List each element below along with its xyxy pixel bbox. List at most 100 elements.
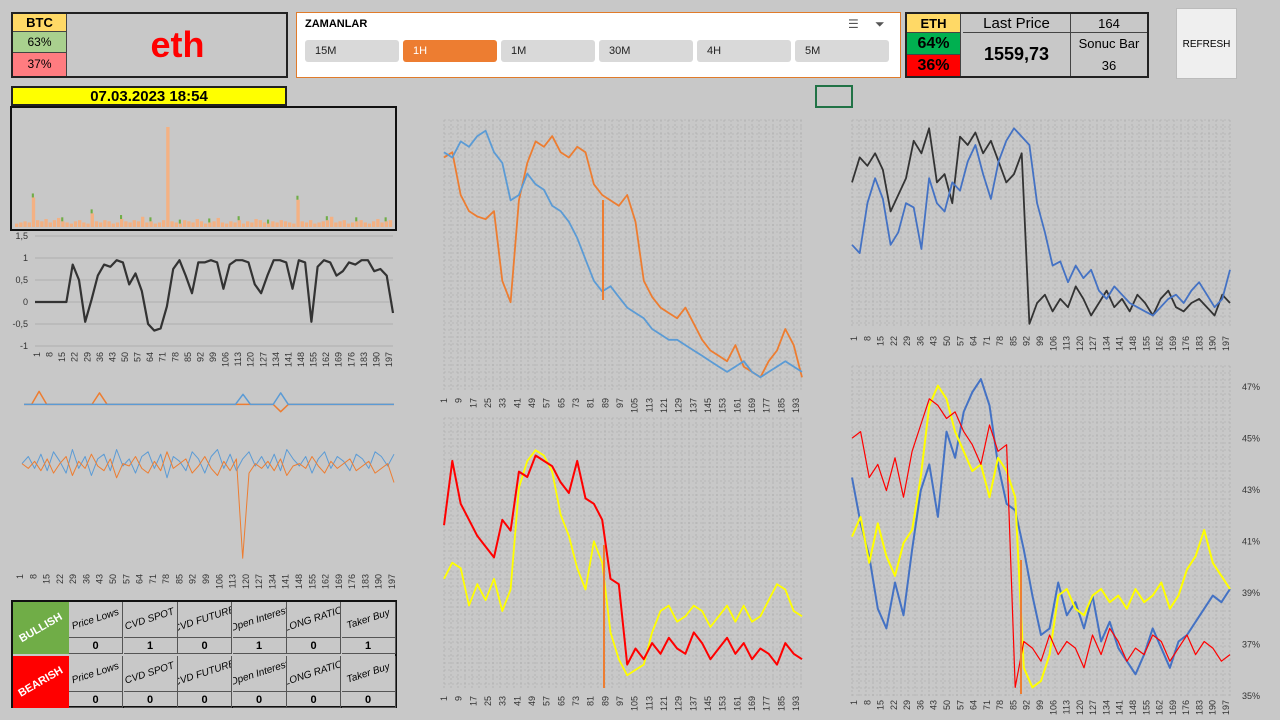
- right-top-x-tick-label: 162: [1155, 336, 1165, 351]
- volume-bar: [94, 221, 99, 227]
- right-top-x-tick-label: 176: [1181, 336, 1191, 351]
- oscillator-x-tick-label: 29: [82, 352, 92, 362]
- right-top-x-tick-label: 71: [982, 336, 992, 346]
- volume-bar: [120, 219, 124, 227]
- center-bottom-x-tick-label: 89: [600, 696, 610, 706]
- slicer-button-4h[interactable]: 4H: [697, 40, 791, 62]
- last-price-value: 1559,73: [963, 33, 1071, 76]
- signal-header-text: CVD SPOT: [123, 660, 177, 687]
- slicer-button-1h[interactable]: 1H: [403, 40, 497, 62]
- volume-bar: [342, 220, 346, 227]
- oscillator-x-tick-label: 78: [170, 352, 180, 362]
- center-top-x-tick-label: 113: [644, 398, 654, 412]
- right-top-x-tick-label: 183: [1194, 336, 1204, 351]
- cvd-x-tick-label: 106: [214, 574, 224, 589]
- clear-filter-icon[interactable]: ⏷: [875, 17, 885, 31]
- oscillator-x-tick-label: 106: [221, 352, 231, 367]
- oscillator-x-tick-label: 190: [371, 352, 381, 367]
- center-bottom-chart-bg: [444, 418, 802, 688]
- center-top-x-tick-label: 121: [659, 398, 669, 413]
- right-top-x-tick-label: 197: [1221, 336, 1231, 351]
- cvd-x-tick-label: 8: [28, 574, 38, 579]
- volume-bar: [90, 213, 94, 227]
- center-bottom-x-tick-label: 73: [571, 696, 581, 706]
- cvd-x-tick-label: 64: [135, 574, 145, 584]
- right-top-x-tick-label: 22: [889, 336, 899, 346]
- cvd-x-tick-label: 127: [254, 574, 264, 589]
- volume-bar: [300, 221, 304, 227]
- cvd-x-tick-label: 85: [174, 574, 184, 584]
- volume-bar: [111, 223, 115, 227]
- signal-header: Taker Buy: [341, 656, 396, 692]
- cvd-x-tick-label: 141: [281, 574, 291, 589]
- multi-select-icon[interactable]: ☰: [848, 17, 859, 31]
- volume-bar-accent: [149, 217, 152, 222]
- cvd-x-tick-label: 162: [321, 574, 331, 589]
- cvd-x-tick-label: 148: [294, 574, 304, 589]
- oscillator-x-tick-label: 197: [384, 352, 394, 367]
- right-bottom-x-tick-label: 36: [915, 700, 925, 710]
- btc-summary: BTC 63% 37% eth: [11, 12, 288, 78]
- volume-bar: [372, 221, 376, 227]
- center-bottom-x-tick-label: 25: [483, 696, 493, 706]
- cvd-x-tick-label: 113: [228, 574, 238, 588]
- volume-bar: [317, 222, 321, 227]
- center-top-chart-bg: [444, 120, 802, 390]
- volume-bar: [283, 221, 288, 227]
- right-bottom-x-tick-label: 1: [849, 700, 859, 705]
- center-bottom-x-tick-label: 161: [732, 696, 742, 711]
- signal-header: LONG RATIO: [287, 602, 341, 638]
- volume-bar: [27, 222, 31, 227]
- sonuc-bar-label: Sonuc Bar: [1078, 36, 1140, 51]
- volume-bar: [162, 220, 166, 227]
- oscillator-x-tick-label: 120: [246, 352, 256, 367]
- right-bottom-y-tick: 37%: [1242, 640, 1260, 650]
- volume-bar: [48, 222, 52, 227]
- cvd-x-tick-label: 92: [188, 574, 198, 584]
- right-top-x-tick-label: 141: [1115, 336, 1125, 351]
- right-bottom-x-tick-label: 99: [1035, 700, 1045, 710]
- bar-count: 164: [1071, 14, 1147, 33]
- volume-bar: [338, 221, 342, 227]
- oscillator-bg: [35, 236, 393, 348]
- volume-bar: [363, 222, 367, 227]
- center-top-x-tick-label: 57: [542, 398, 552, 408]
- oscillator-x-tick-label: 183: [359, 352, 369, 367]
- signal-header-text: Open Interest: [232, 658, 287, 689]
- signal-header-text: Price Lows: [70, 660, 121, 687]
- refresh-button[interactable]: REFRESH: [1176, 8, 1237, 79]
- volume-bar: [36, 220, 40, 227]
- right-bottom-x-tick-label: 85: [1008, 700, 1018, 710]
- volume-bar: [115, 222, 120, 227]
- volume-bar: [355, 221, 359, 227]
- volume-bar-accent: [296, 195, 299, 200]
- right-top-x-tick-label: 113: [1062, 336, 1072, 350]
- slicer-button-30m[interactable]: 30M: [599, 40, 693, 62]
- right-top-x-tick-label: 148: [1128, 336, 1138, 351]
- signal-header: CVD FUTURE: [178, 602, 232, 638]
- slicer-button-1m[interactable]: 1M: [501, 40, 595, 62]
- oscillator-x-tick-label: 155: [309, 352, 319, 367]
- slicer-button-15m[interactable]: 15M: [305, 40, 399, 62]
- right-top-blue-line: [851, 127, 1231, 317]
- right-top-x-tick-label: 190: [1208, 336, 1218, 351]
- center-bottom-x-tick-label: 65: [556, 696, 566, 706]
- volume-bar: [166, 127, 170, 227]
- oscillator-x-tick-label: 176: [346, 352, 356, 367]
- volume-bar: [99, 222, 103, 227]
- slicer-button-5m[interactable]: 5M: [795, 40, 889, 62]
- slicer-title: ZAMANLAR: [305, 18, 368, 30]
- right-bottom-x-tick-label: 134: [1101, 700, 1111, 715]
- eth-summary: ETH 64% 36% Last Price 1559,73 164 Sonuc…: [905, 12, 1149, 78]
- spike-blue-line: [24, 392, 394, 406]
- right-bottom-x-tick-label: 176: [1181, 700, 1191, 715]
- signal-header-text: CVD FUTURE: [178, 658, 232, 689]
- selected-cell[interactable]: [815, 85, 853, 108]
- volume-bar: [271, 221, 275, 227]
- volume-bar: [225, 223, 229, 227]
- right-bottom-x-tick-label: 57: [955, 700, 965, 710]
- signal-header: CVD SPOT: [123, 602, 178, 638]
- center-top-x-tick-label: 153: [718, 398, 728, 413]
- volume-bar: [321, 221, 325, 227]
